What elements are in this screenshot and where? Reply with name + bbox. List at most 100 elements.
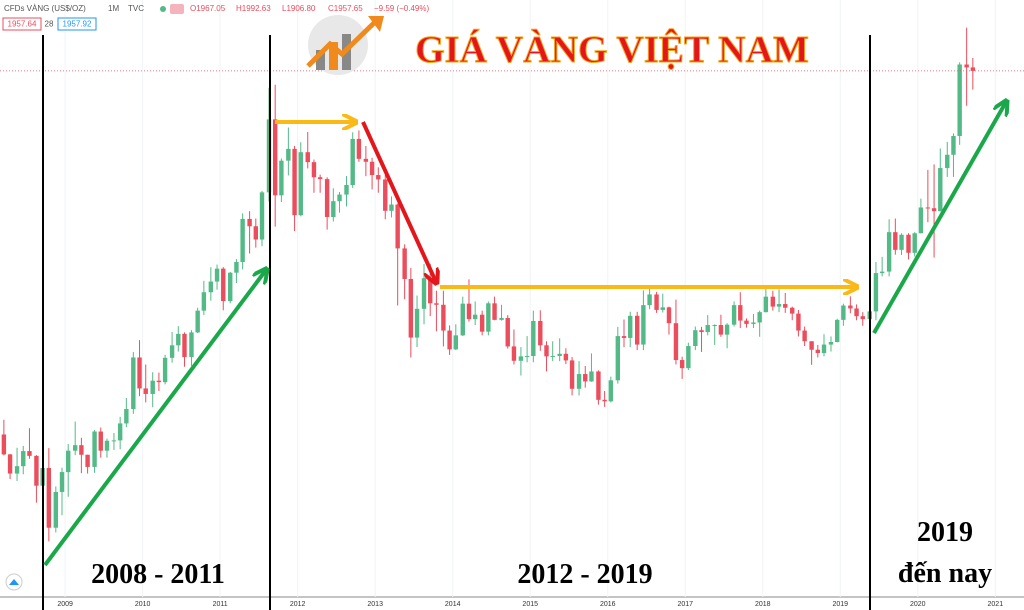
candle-body	[776, 304, 782, 307]
x-tick-label: 2014	[445, 601, 461, 608]
candle-body	[156, 380, 162, 383]
candle-body	[608, 380, 614, 402]
candle-body	[621, 336, 627, 338]
candle-body	[92, 431, 97, 467]
candle-body	[208, 281, 214, 293]
candle-body	[557, 353, 562, 356]
candle-body	[7, 454, 13, 474]
ohlc-value: O1967.05	[190, 4, 226, 13]
candle-body	[828, 341, 834, 345]
candle-body	[228, 272, 233, 302]
candle-body	[85, 454, 90, 467]
badge-text: 1957.64	[8, 20, 37, 29]
candle-body	[834, 319, 840, 342]
candle-body	[292, 148, 297, 216]
candle-body	[886, 232, 892, 272]
candle-body	[860, 316, 865, 320]
candle-body	[34, 455, 39, 486]
candle-body	[117, 423, 123, 441]
trend-arrow	[43, 270, 266, 567]
candle-body	[79, 445, 84, 455]
candle-body	[169, 345, 175, 358]
ohlc-value: −9.59 (−0.49%)	[374, 4, 429, 13]
candle-body	[841, 305, 846, 320]
x-tick-label: 2018	[755, 601, 771, 608]
candle-body	[143, 388, 148, 394]
candle-body	[447, 330, 452, 350]
candle-body	[356, 138, 362, 159]
candle-body	[286, 148, 291, 161]
candles	[0, 27, 1024, 542]
candle-body	[802, 330, 807, 342]
candle-body	[253, 226, 259, 240]
candle-body	[53, 491, 59, 528]
chart-title: GIÁ VÀNG VIỆT NAM	[415, 29, 809, 71]
candle-body	[583, 374, 588, 382]
candle-body	[21, 451, 26, 467]
candle-body	[641, 305, 646, 345]
candle-body	[511, 346, 517, 361]
candle-body	[809, 341, 814, 350]
candle-body	[259, 192, 265, 240]
x-tick-label: 2021	[988, 601, 1004, 608]
candle-body	[679, 360, 685, 369]
candle-body	[563, 353, 569, 361]
x-tick-label: 2015	[522, 601, 538, 608]
candle-body	[615, 336, 621, 381]
candle-body	[344, 184, 349, 195]
candle-body	[337, 194, 342, 202]
candle-body	[317, 177, 323, 180]
candle-body	[957, 64, 962, 136]
icon	[9, 579, 19, 585]
candle-body	[738, 305, 743, 321]
candle-body	[150, 380, 155, 394]
candle-body	[131, 357, 136, 410]
candle-body	[195, 310, 200, 333]
candle-body	[931, 208, 937, 212]
candle-body	[14, 466, 20, 474]
candle-body	[104, 440, 110, 451]
candle-body	[589, 371, 594, 382]
candle-body	[796, 313, 801, 331]
candle-body	[311, 162, 317, 178]
candle-body	[893, 232, 898, 250]
candle-body	[221, 268, 226, 302]
candle-body	[1, 434, 7, 455]
candle-body	[363, 158, 369, 162]
candle-body	[214, 268, 220, 282]
badge-text: 28	[45, 20, 54, 29]
candle-body	[111, 440, 117, 442]
x-tick-label: 2019	[832, 601, 848, 608]
candle-body	[492, 303, 497, 320]
candle-body	[305, 152, 310, 163]
candle-body	[751, 322, 756, 324]
candle-body	[472, 314, 478, 320]
candle-body	[182, 333, 187, 358]
candle-body	[66, 450, 71, 473]
candle-body	[686, 346, 691, 369]
badge-text: 1957.92	[63, 20, 92, 29]
candle-body	[98, 431, 103, 451]
period-label: 2019	[917, 517, 973, 548]
candle-body	[906, 234, 911, 253]
candle-body	[693, 330, 698, 347]
candle-body	[628, 315, 633, 338]
candle-body	[731, 305, 737, 325]
candle-body	[770, 296, 776, 307]
candle-body	[124, 409, 129, 424]
candle-body	[724, 324, 730, 335]
candle-body	[879, 271, 885, 274]
candle-body	[712, 325, 717, 327]
candle-body	[72, 445, 78, 451]
candle-body	[486, 303, 491, 332]
symbol: CFDs VÀNG (US$/OZ)	[4, 4, 86, 13]
candle-body	[821, 344, 827, 354]
ohlc-value: H1992.63	[236, 4, 271, 13]
candle-body	[647, 294, 652, 306]
candle-body	[654, 294, 659, 310]
candle-body	[666, 307, 672, 324]
period-label: đến nay	[898, 558, 992, 589]
candle-body	[272, 119, 278, 196]
